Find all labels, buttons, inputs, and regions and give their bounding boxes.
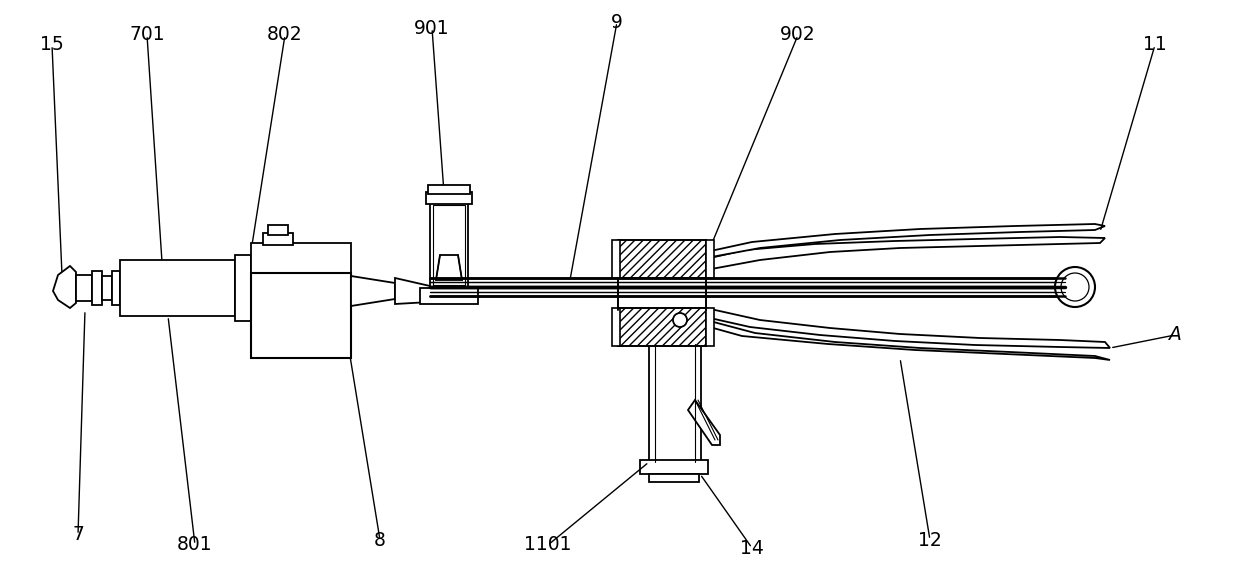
Bar	[236, 255, 250, 321]
Bar	[92, 271, 102, 305]
Bar	[430, 200, 467, 290]
Text: 801: 801	[177, 535, 213, 554]
Bar	[433, 205, 465, 285]
Text: A: A	[1168, 325, 1182, 344]
Bar	[102, 276, 112, 300]
Bar	[613, 240, 620, 278]
Text: 901: 901	[414, 18, 450, 37]
Text: 12: 12	[918, 531, 942, 550]
Text: 7: 7	[72, 526, 84, 545]
Bar	[640, 460, 708, 474]
Text: 14: 14	[740, 539, 764, 558]
Circle shape	[1061, 273, 1089, 301]
Polygon shape	[688, 400, 720, 445]
Bar	[649, 344, 701, 462]
Text: 15: 15	[40, 36, 64, 55]
Bar	[112, 271, 120, 305]
Bar	[250, 273, 351, 358]
Bar	[120, 260, 236, 316]
Bar	[613, 308, 620, 346]
Bar	[420, 288, 477, 304]
Bar	[268, 225, 288, 235]
Text: 9: 9	[611, 13, 622, 32]
Polygon shape	[706, 308, 1110, 348]
Text: 902: 902	[780, 25, 816, 44]
Polygon shape	[396, 278, 430, 304]
Bar	[618, 308, 706, 346]
Bar	[250, 243, 351, 273]
Polygon shape	[706, 237, 1105, 270]
Bar	[706, 240, 714, 278]
Bar	[706, 308, 714, 346]
Circle shape	[673, 313, 687, 327]
Bar	[427, 192, 472, 204]
Polygon shape	[436, 255, 463, 280]
Polygon shape	[706, 320, 1110, 360]
Circle shape	[1055, 267, 1095, 307]
Bar	[428, 185, 470, 194]
Bar	[618, 240, 706, 278]
Bar	[263, 233, 293, 245]
Text: 8: 8	[374, 531, 386, 550]
Polygon shape	[706, 224, 1105, 258]
Polygon shape	[53, 266, 76, 308]
Text: 11: 11	[1143, 36, 1167, 55]
Text: 1101: 1101	[525, 535, 572, 554]
Polygon shape	[351, 276, 396, 306]
Bar	[649, 474, 699, 482]
Text: 802: 802	[267, 25, 303, 44]
Text: 701: 701	[129, 25, 165, 44]
Bar	[76, 275, 92, 301]
